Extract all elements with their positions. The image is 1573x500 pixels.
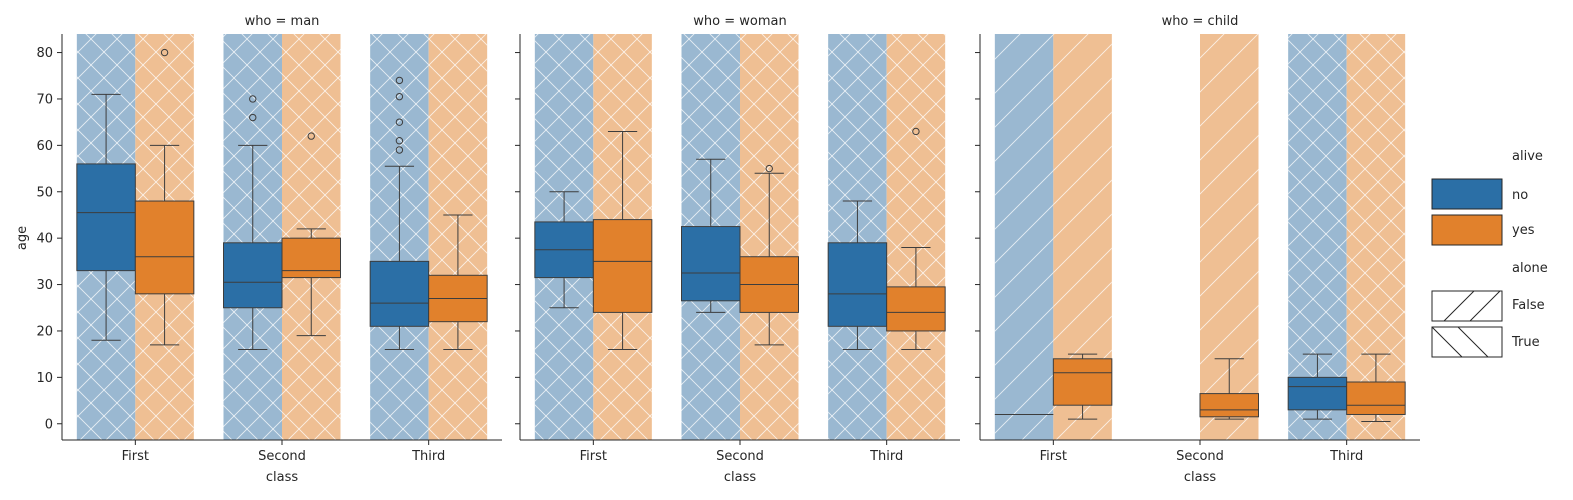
outlier-point xyxy=(249,113,257,122)
facet-panel: First Second Third class who = child xyxy=(975,14,1420,485)
facet-panels: 0 10 20 30 40 50 60 70 80 First Second Third class wh… xyxy=(36,14,1420,485)
box-plot xyxy=(223,95,283,351)
facet-title: who = child xyxy=(1162,14,1239,29)
facet-panel: First Second Third class who = woman xyxy=(515,14,960,485)
legend-label-no: no xyxy=(1512,188,1528,203)
box-plot xyxy=(827,200,888,351)
y-tick-label: 70 xyxy=(36,92,53,107)
outlier-point xyxy=(395,92,404,101)
x-tick-label: Third xyxy=(1329,449,1363,464)
outlier-point xyxy=(912,127,920,136)
y-tick-label: 0 xyxy=(45,417,53,432)
y-tick-label: 40 xyxy=(36,232,53,247)
legend-hatch-false xyxy=(1443,290,1501,322)
box-iqr xyxy=(1287,376,1348,411)
box-iqr xyxy=(592,219,653,313)
box-plot xyxy=(681,158,741,313)
legend-label-true: True xyxy=(1511,335,1540,350)
legend-swatch-no xyxy=(1431,178,1503,210)
box-iqr xyxy=(1052,358,1113,406)
facet-title: who = man xyxy=(245,14,320,29)
box-iqr xyxy=(76,163,136,272)
box-iqr xyxy=(369,260,430,327)
box-plot xyxy=(592,130,653,351)
box-plot xyxy=(281,132,341,337)
box-iqr xyxy=(281,237,341,279)
x-axis-label: class xyxy=(724,470,756,485)
background-band-hatch xyxy=(886,34,946,440)
x-tick-label: Second xyxy=(1176,449,1224,464)
outlier-point xyxy=(395,137,404,145)
box-iqr xyxy=(886,286,946,332)
x-axis-label: class xyxy=(266,470,298,485)
box-plot xyxy=(76,93,136,341)
box-plot xyxy=(886,127,946,351)
legend-label-yes: yes xyxy=(1512,223,1535,238)
box-iqr xyxy=(681,226,741,302)
box-plot xyxy=(1346,353,1406,422)
y-tick-label: 60 xyxy=(36,139,53,154)
legend-hatch-true xyxy=(1431,326,1489,358)
y-tick-label: 20 xyxy=(36,324,53,339)
y-tick-label: 10 xyxy=(36,371,53,386)
legend-swatch-yes xyxy=(1431,214,1503,246)
box-plot xyxy=(369,76,430,351)
facet-title: who = woman xyxy=(693,14,786,29)
outlier-point xyxy=(765,164,773,173)
box-iqr xyxy=(134,200,195,295)
outlier-point xyxy=(249,95,257,103)
x-tick-label: First xyxy=(122,449,149,464)
outlier-point xyxy=(395,146,404,154)
outlier-point xyxy=(307,132,315,140)
background-band-hatch xyxy=(994,34,1054,440)
legend-swatch-false xyxy=(1431,290,1503,322)
y-tick-label: 50 xyxy=(36,185,53,200)
box-iqr xyxy=(827,242,888,327)
outlier-point xyxy=(395,118,404,126)
x-tick-label: First xyxy=(1040,449,1067,464)
outlier-point xyxy=(160,48,169,57)
x-tick-label: Second xyxy=(258,449,306,464)
box-plot xyxy=(1199,358,1259,420)
x-tick-label: Third xyxy=(869,449,903,464)
x-axis-label: class xyxy=(1184,470,1216,485)
x-tick-label: Second xyxy=(716,449,764,464)
legend-hue-title: alive xyxy=(1512,149,1543,164)
box-plot xyxy=(1287,353,1348,420)
box-plot xyxy=(134,48,195,346)
legend-swatch-true xyxy=(1431,326,1503,358)
y-tick-label: 80 xyxy=(36,46,53,61)
legend-pattern-title: alone xyxy=(1512,261,1548,276)
legend-label-false: False xyxy=(1512,298,1545,313)
box-plot xyxy=(1052,353,1113,420)
y-tick-label: 30 xyxy=(36,278,53,293)
box-iqr xyxy=(1346,381,1406,415)
facet-panel: 0 10 20 30 40 50 60 70 80 First Second Third class wh… xyxy=(36,14,502,485)
legend: alive no yes alone False True xyxy=(1431,149,1548,358)
box-iqr xyxy=(223,242,283,309)
outlier-point xyxy=(395,76,404,85)
y-axis-label: age xyxy=(15,226,30,250)
x-tick-label: First xyxy=(580,449,607,464)
box-iqr xyxy=(1199,393,1259,418)
x-tick-label: Third xyxy=(411,449,445,464)
box-plot xyxy=(739,164,799,346)
box-plot xyxy=(428,214,488,351)
